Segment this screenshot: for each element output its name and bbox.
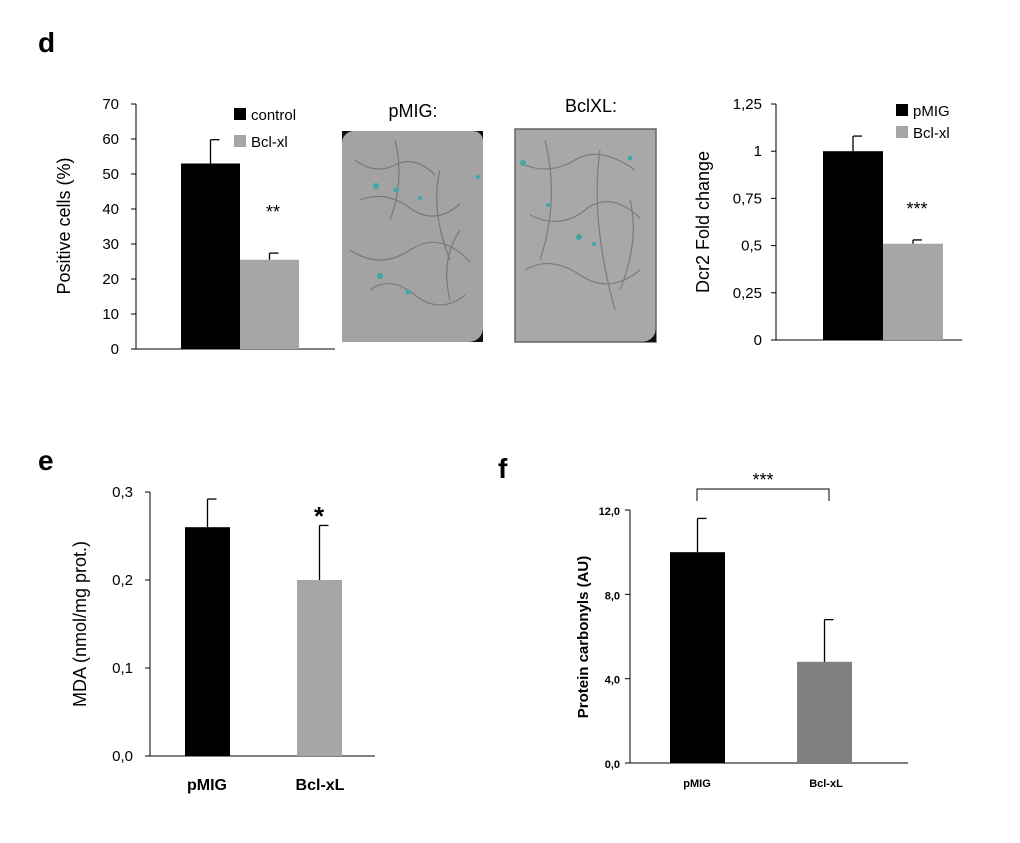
y-tick-label: 0,75 [733,190,762,207]
x-category-label: Bcl-xL [296,777,345,794]
micrograph-stain-spots [520,155,633,246]
bar-bcl-xl [297,580,342,756]
bar-pmig [670,552,725,763]
y-axis-title: Positive cells (%) [54,157,74,294]
significance-stars: ** [266,202,280,222]
micrograph-cells [524,139,641,311]
y-tick-label: 0,0 [112,748,133,765]
x-category-label: Bcl-xL [809,778,843,790]
chart-mda: 0,0 0,1 0,2 0,3 MDA (nmol/mg prot.) pMIG Bcl-x… [70,484,375,794]
x-category-label: pMIG [187,777,227,794]
legend-swatch [234,135,246,147]
significance-stars: *** [752,470,773,490]
panel-label-d: d [38,27,55,58]
bar-bcl-xl [797,661,852,763]
bar-control [181,163,240,349]
micrograph-bclxl-title: BclXL: [565,96,617,116]
y-tick-label: 0,2 [112,572,133,589]
legend-label: pMIG [913,103,950,120]
y-tick-label: 30 [102,236,119,253]
micrograph-bclxl-field [514,128,657,343]
significance-stars: * [314,501,325,531]
y-tick-label: 0,1 [112,660,133,677]
y-tick-label: 4,0 [605,675,620,687]
y-tick-label: 50 [102,166,119,183]
y-tick-label: 0 [111,341,119,358]
bar-bcl-xl [883,243,943,340]
y-tick-label: 20 [102,271,119,288]
significance-bracket [696,488,830,501]
y-tick-label: 70 [102,96,119,113]
y-tick-label: 40 [102,201,119,218]
panel-label-f: f [498,453,508,484]
y-tick-label: 0 [754,332,762,349]
y-tick-label: 0,0 [605,759,620,771]
y-axis-title: Protein carbonyls (AU) [575,556,592,719]
x-category-label: pMIG [683,778,711,790]
y-tick-label: 0,5 [741,238,762,255]
micrograph-pmig-field [342,131,483,342]
chart-protein-carbonyls: 0,0 4,0 8,0 12,0 Protein carbonyls (AU) pMIG B… [575,470,908,790]
bar-pmig [185,527,230,756]
micrograph-cells [349,139,471,306]
micrograph-pmig: pMIG: [342,101,483,342]
legend-swatch [896,126,908,138]
micrograph-bclxl: BclXL: [514,96,657,343]
y-tick-label: 1,25 [733,96,762,113]
legend-label: control [251,107,296,124]
legend-label: Bcl-xl [251,134,288,151]
y-tick-label: 1 [754,143,762,160]
y-tick-label: 10 [102,306,119,323]
legend-swatch [896,104,908,116]
y-axis-title: MDA (nmol/mg prot.) [70,541,90,707]
micrograph-stain-spots [373,175,480,295]
y-tick-label: 8,0 [605,590,620,602]
chart-dcr2-fold-change: 0 0,25 0,5 0,75 1 1,25 Dcr2 Fold change pMIG Bcl… [693,96,962,349]
micrograph-pmig-title: pMIG: [388,101,437,121]
y-tick-label: 12,0 [599,506,620,518]
legend-label: Bcl-xl [913,125,950,142]
y-tick-label: 0,3 [112,484,133,501]
bar-bcl-xl [240,259,299,349]
y-tick-label: 0,25 [733,285,762,302]
bar-pmig [823,151,883,340]
y-axis-title: Dcr2 Fold change [693,151,713,293]
micrograph-corner [473,131,483,141]
y-tick-label: 60 [102,131,119,148]
micrograph-corner [342,131,354,143]
legend-swatch [234,108,246,120]
micrograph-corner [469,328,483,342]
micrograph-corner [642,328,656,342]
panel-label-e: e [38,445,54,476]
chart-positive-cells: 0 10 20 30 40 50 60 70 Positive cells (%) control… [54,96,335,358]
significance-stars: *** [906,199,927,219]
